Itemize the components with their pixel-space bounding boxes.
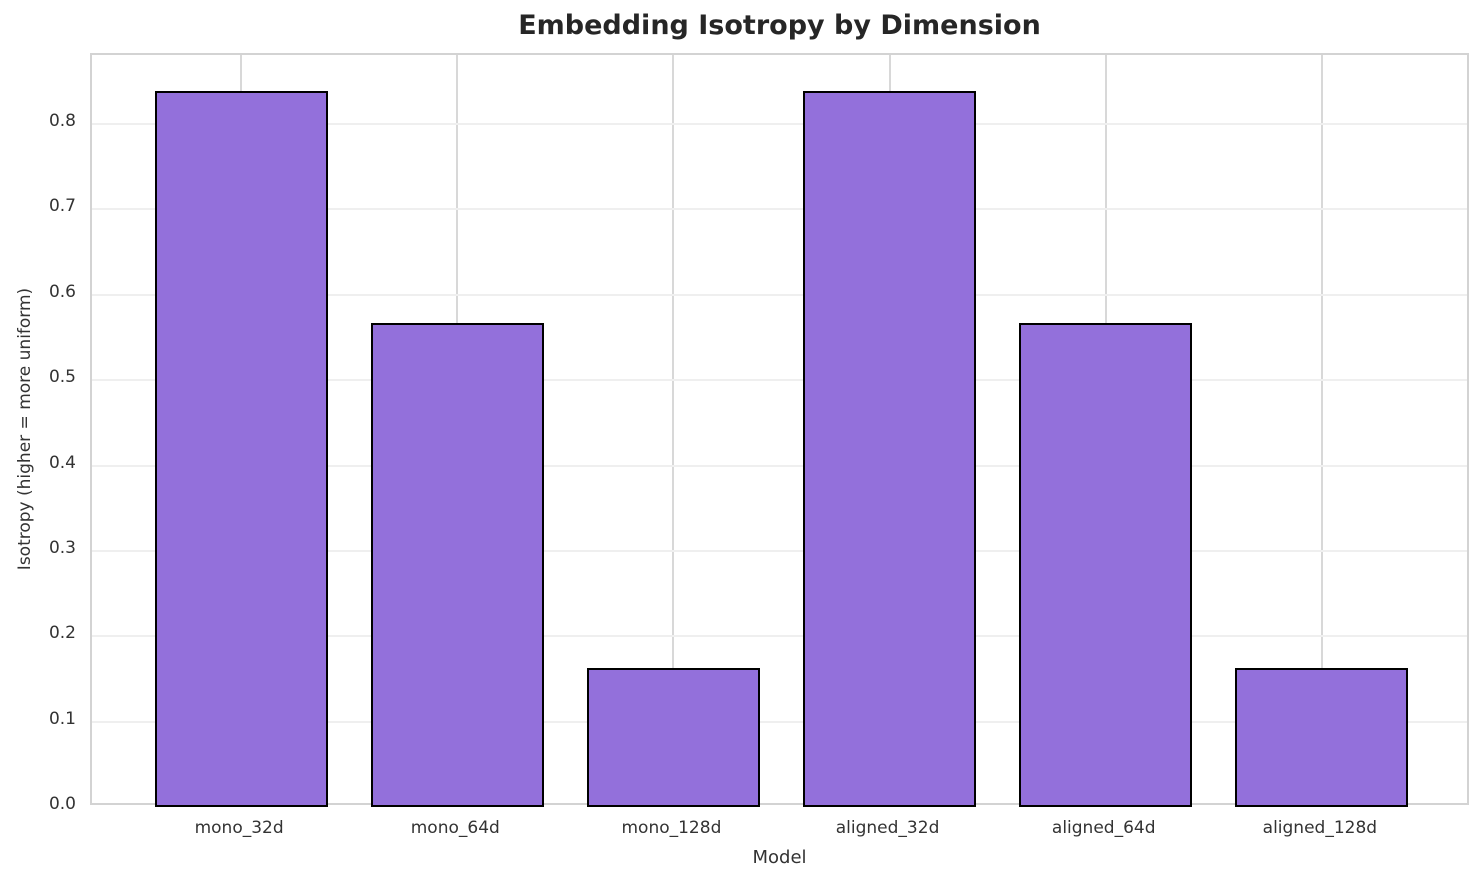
y-tick-label: 0.5 (48, 367, 76, 388)
x-axis-label: Model (752, 847, 807, 868)
x-tick-label: mono_128d (621, 818, 722, 838)
h-gridline (92, 123, 1467, 126)
y-tick-label: 0.1 (48, 708, 76, 729)
y-tick-label: 0.0 (48, 794, 76, 814)
bar-aligned_64d (1019, 323, 1193, 807)
x-tick-label: aligned_32d (835, 818, 940, 838)
h-gridline (92, 464, 1467, 467)
y-axis-label: Isotropy (higher = more uniform) (15, 287, 35, 571)
chart-title: Embedding Isotropy by Dimension (518, 10, 1041, 41)
x-tick-label: mono_64d (410, 818, 500, 838)
h-gridline (92, 379, 1467, 382)
h-gridline (92, 549, 1467, 552)
bar-aligned_32d (803, 90, 977, 807)
h-gridline (92, 720, 1467, 723)
v-gridline (1320, 55, 1323, 803)
bar-mono_64d (370, 323, 544, 807)
v-gridline (672, 55, 675, 803)
y-tick-label: 0.4 (48, 452, 76, 473)
bar-mono_128d (586, 667, 760, 807)
y-tick-label: 0.8 (48, 111, 76, 132)
y-tick-label: 0.6 (48, 281, 76, 302)
plot-area (90, 53, 1469, 807)
h-gridline (92, 293, 1467, 296)
bar-aligned_128d (1235, 667, 1409, 807)
y-tick-label: 0.3 (48, 537, 76, 558)
y-tick-label: 0.2 (48, 623, 76, 644)
x-tick-label: mono_32d (194, 818, 284, 838)
x-tick-label: aligned_128d (1262, 818, 1378, 838)
y-tick-label: 0.7 (48, 196, 76, 217)
h-gridline (92, 635, 1467, 638)
x-tick-label: aligned_64d (1051, 818, 1156, 838)
bar-mono_32d (154, 90, 328, 807)
h-gridline (92, 208, 1467, 211)
